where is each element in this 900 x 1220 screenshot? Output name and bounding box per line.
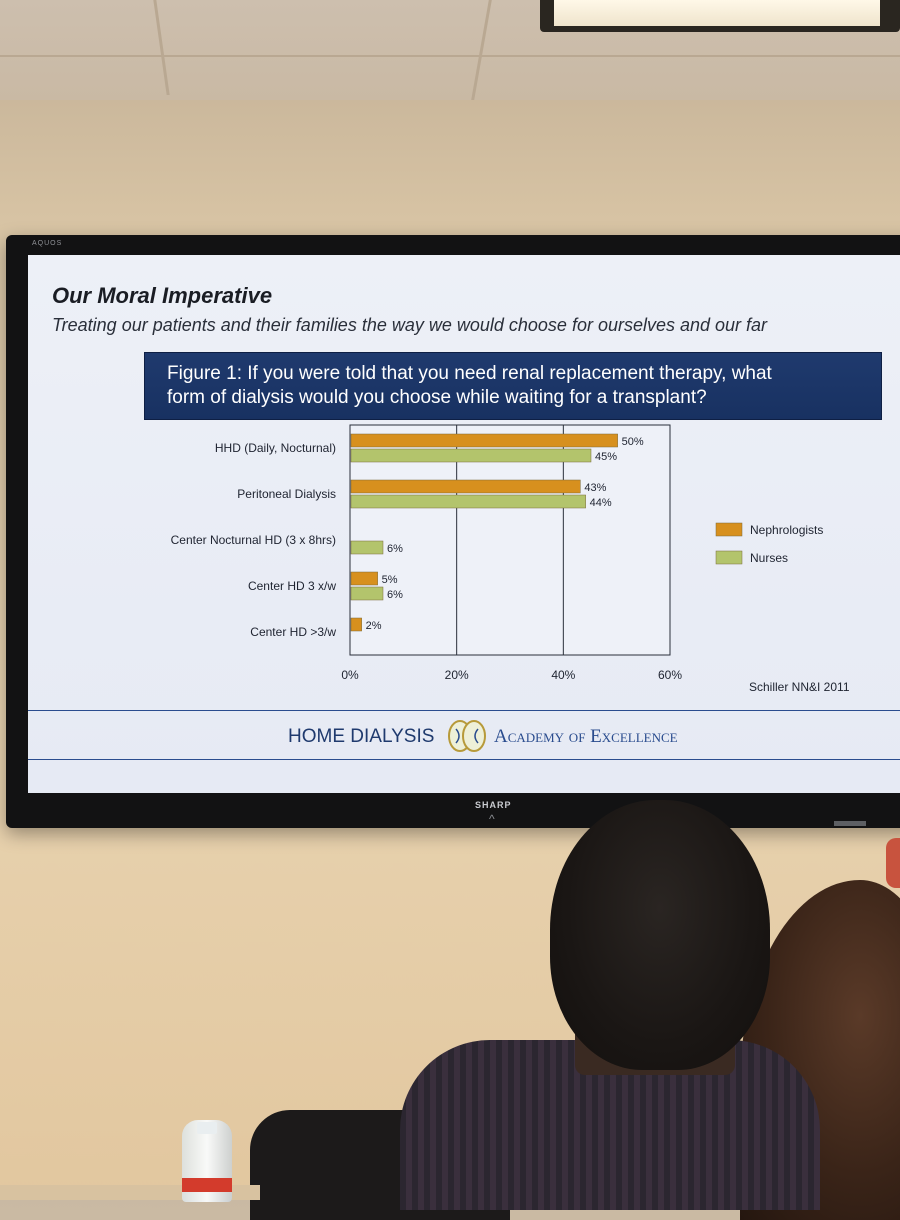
bar-nephrologists — [350, 479, 581, 494]
wall — [0, 100, 900, 240]
bar-nurses — [350, 448, 592, 463]
bar-nephrologists — [350, 571, 378, 586]
data-label: 50% — [622, 436, 644, 448]
bar-nurses — [350, 586, 384, 601]
data-label: 5% — [382, 574, 398, 586]
legend-swatch — [715, 522, 743, 537]
kidney-logo-icon — [448, 720, 486, 752]
bar-nephrologists — [350, 433, 618, 448]
bar-nurses — [350, 494, 586, 509]
data-label: 6% — [387, 589, 403, 601]
x-tick-label: 60% — [658, 668, 682, 682]
source-citation: Schiller NN&I 2011 — [749, 680, 850, 694]
figure-caption-box: Figure 1: If you were told that you need… — [144, 352, 882, 420]
legend-label: Nurses — [750, 551, 788, 565]
legend-swatch — [715, 550, 743, 565]
tv-model-label: AQUOS — [32, 240, 63, 247]
ceiling-light — [540, 0, 900, 32]
plot-area — [349, 424, 671, 656]
x-tick-label: 20% — [445, 668, 469, 682]
red-object — [886, 838, 900, 888]
x-tick-label: 40% — [551, 668, 575, 682]
ceiling-tile-line — [0, 55, 900, 57]
footer-brand-left: HOME DIALYSIS — [288, 726, 435, 747]
category-label: HHD (Daily, Nocturnal) — [215, 441, 336, 455]
category-label: Center HD 3 x/w — [248, 579, 336, 593]
dialysis-choice-chart: 0% 20% 40% 60% HHD (Daily, Nocturnal) 50% 45% P… — [171, 424, 850, 694]
tv-brand-logo: SHARP — [475, 800, 512, 810]
tv-chevron-icon: ^ — [489, 812, 495, 826]
slide-subtitle: Treating our patients and their families… — [52, 315, 768, 335]
figure-caption-line-1: Figure 1: If you were told that you need… — [167, 363, 772, 384]
data-label: 6% — [387, 543, 403, 555]
data-label: 45% — [595, 451, 617, 463]
category-label: Peritoneal Dialysis — [237, 487, 336, 501]
water-bottle-label — [182, 1178, 232, 1192]
x-tick-label: 0% — [341, 668, 359, 682]
data-label: 44% — [590, 497, 612, 509]
footer-brand-right: Academy of Excellence — [494, 726, 678, 747]
category-label: Center HD >3/w — [250, 625, 336, 639]
legend-label: Nephrologists — [750, 523, 823, 537]
slide-screen: Our Moral Imperative Treating our patien… — [28, 255, 900, 793]
figure-caption-line-2: form of dialysis would you choose while … — [167, 387, 707, 408]
slide-footer: HOME DIALYSIS Academy of Excellence — [28, 710, 900, 760]
data-label: 2% — [366, 620, 382, 632]
data-label: 43% — [584, 482, 606, 494]
bar-nephrologists — [350, 617, 362, 632]
audience-member-head — [550, 800, 770, 1070]
category-label: Center Nocturnal HD (3 x 8hrs) — [171, 533, 336, 547]
bar-nurses — [350, 540, 384, 555]
slide-title: Our Moral Imperative — [52, 283, 273, 308]
water-bottle-cap — [197, 1122, 217, 1134]
tv-badge — [834, 821, 866, 826]
